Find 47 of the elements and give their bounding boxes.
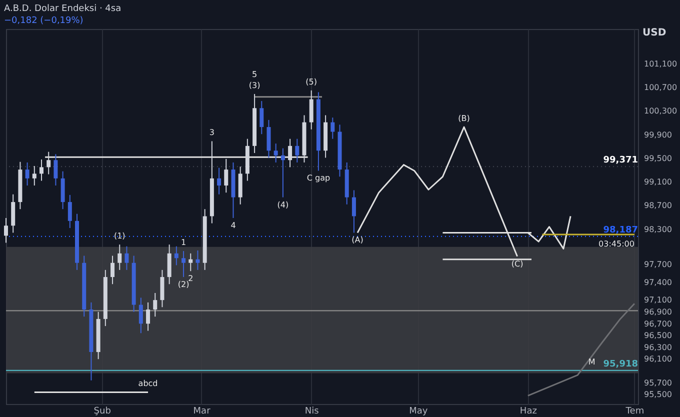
y-tick-label: 99,100 [644, 178, 672, 187]
x-tick-label: Haz [520, 406, 538, 416]
chart-subtitle: −0,182 (−0,19%) [4, 16, 84, 26]
y-tick-label: 99,500 [644, 154, 672, 163]
y-tick-label: 96,700 [644, 319, 672, 328]
ref-line-label: 95,918 [603, 359, 638, 370]
x-tick-label: Nis [304, 406, 320, 416]
annotation: (C) [511, 259, 524, 268]
annotation: 3 [209, 128, 214, 138]
annotation: (4) [277, 200, 289, 210]
y-tick-label: 98,700 [644, 201, 672, 210]
annotation: 2 [188, 274, 194, 284]
annotation: (5) [306, 77, 318, 86]
y-tick-label: 96,500 [644, 331, 672, 340]
x-tick-label: Şub [94, 406, 112, 416]
y-tick-label: 95,700 [644, 378, 672, 388]
y-tick-label: 99,900 [644, 130, 672, 140]
y-tick-label: 97,400 [644, 278, 672, 287]
y-tick-label: 96,300 [644, 342, 672, 352]
y-tick-label: 97,100 [644, 296, 672, 305]
y-tick-label: 96,900 [644, 307, 672, 316]
annotation: 5 [252, 70, 258, 79]
annotation: (2) [178, 280, 190, 290]
annotation: (B) [458, 114, 470, 124]
y-tick-label: 97,700 [644, 260, 672, 270]
y-tick-label: 98,300 [644, 224, 672, 234]
y-tick-label: 100,700 [644, 83, 678, 92]
y-tick-label: 95,500 [644, 390, 672, 400]
x-tick-label: Tem [624, 406, 644, 416]
ref-line-label: 98,187 [603, 225, 638, 236]
annotation: (3) [248, 80, 260, 90]
annotation: (A) [352, 236, 364, 245]
annotation: 1 [180, 238, 186, 248]
y-axis-title: USD [642, 28, 666, 38]
y-tick-label: 96,100 [644, 354, 672, 364]
annotation: M [588, 357, 596, 366]
annotation: abcd [138, 379, 158, 388]
annotation: C gap [306, 174, 330, 183]
annotation: 4 [230, 220, 236, 230]
chart-title: A.B.D. Dolar Endeksi · 4sa [4, 4, 122, 14]
annotation: 03:45:00 [598, 239, 634, 248]
x-tick-label: May [409, 406, 428, 416]
y-tick-label: 100,300 [644, 106, 678, 116]
x-tick-label: Mar [193, 406, 211, 416]
y-tick-label: 101,100 [644, 59, 678, 68]
annotation: (1) [114, 232, 126, 241]
ref-line-label: 99,371 [603, 156, 638, 166]
